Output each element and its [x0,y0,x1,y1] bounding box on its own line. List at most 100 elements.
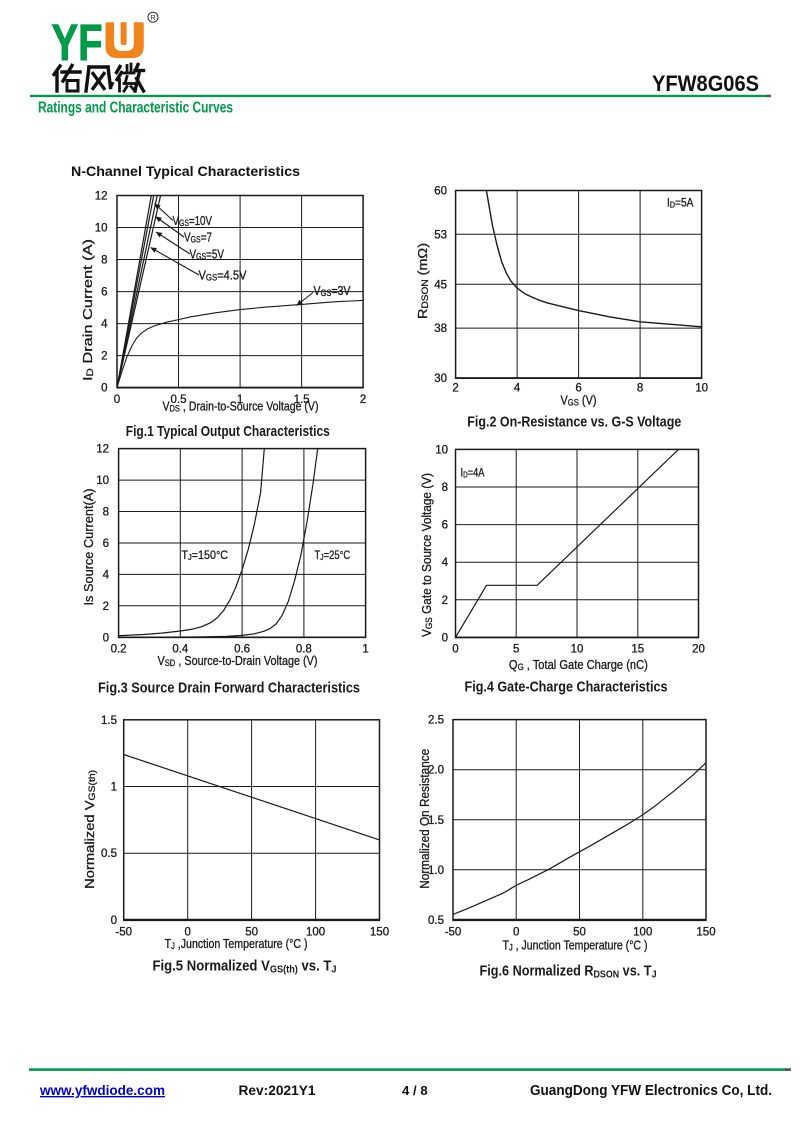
svg-text:150: 150 [370,927,389,939]
svg-text:4: 4 [103,569,110,581]
svg-text:15: 15 [631,644,644,656]
svg-text:TJ=25°C: TJ=25°C [315,548,351,562]
svg-text:YFW8G06S: YFW8G06S [652,71,759,96]
svg-text:45: 45 [434,279,447,291]
svg-text:2: 2 [101,351,107,363]
svg-text:0: 0 [111,915,117,927]
svg-text:8: 8 [103,507,109,519]
svg-text:1.5: 1.5 [428,815,444,827]
svg-text:0: 0 [452,644,458,656]
svg-text:1: 1 [237,394,243,406]
svg-text:2.5: 2.5 [428,715,444,727]
svg-text:0: 0 [103,632,109,644]
svg-text:VGS=3V: VGS=3V [314,284,352,298]
svg-text:10: 10 [695,383,708,395]
svg-text:2: 2 [452,383,458,395]
svg-text:VGS Gate to Source Voltage (V): VGS Gate to Source Voltage (V) [420,473,434,637]
svg-text:60: 60 [434,186,447,198]
svg-text:ID=5A: ID=5A [667,198,694,210]
svg-text:30: 30 [434,373,447,385]
svg-text:100: 100 [306,927,325,939]
svg-text:2: 2 [442,595,448,607]
svg-text:1.0: 1.0 [428,865,444,877]
svg-text:VGS=4.5V: VGS=4.5V [199,269,248,283]
svg-text:2.0: 2.0 [428,765,444,777]
svg-text:0.8: 0.8 [296,644,312,656]
svg-text:0: 0 [442,632,448,644]
svg-text:53: 53 [434,229,447,241]
svg-text:6: 6 [101,287,107,299]
svg-text:GuangDong YFW Electronics Co,: GuangDong YFW Electronics Co, Ltd. [530,1083,772,1099]
svg-text:0: 0 [114,394,120,406]
svg-text:TJ , Junction Temperature (°C: TJ , Junction Temperature (°C ) [503,939,648,953]
svg-text:Fig.3 Source Drain Forward Cha: Fig.3 Source Drain Forward Characteristi… [98,680,360,697]
svg-text:Fig.1 Typical Output Character: Fig.1 Typical Output Characteristics [126,423,330,440]
svg-text:4: 4 [514,383,521,395]
svg-text:10: 10 [571,644,584,656]
svg-text:0: 0 [513,927,519,939]
svg-text:Fig.5 Normalized VGS(th) vs. T: Fig.5 Normalized VGS(th) vs. TJ [153,958,337,976]
svg-text:TJ=150°C: TJ=150°C [182,548,229,562]
svg-text:Rev:2021Y1: Rev:2021Y1 [239,1083,316,1098]
svg-text:VGS=10V: VGS=10V [173,214,213,228]
svg-text:R: R [150,13,156,22]
svg-text:0: 0 [101,383,107,395]
svg-text:10: 10 [95,223,108,235]
svg-text:Fig.2 On-Resistance vs. G-S Vo: Fig.2 On-Resistance vs. G-S Voltage [467,414,681,431]
svg-text:12: 12 [96,444,109,456]
svg-text:Ratings and Characteristic Cur: Ratings and Characteristic Curves [38,100,233,117]
svg-text:Normalized On Resistance: Normalized On Resistance [418,749,432,889]
svg-text:1: 1 [362,644,368,656]
svg-text:VSD , Source-to-Drain Voltage: VSD , Source-to-Drain Voltage (V) [158,654,318,668]
svg-text:RDSON (mΩ): RDSON (mΩ) [416,243,430,319]
svg-text:4 / 8: 4 / 8 [402,1083,428,1098]
svg-text:50: 50 [245,927,258,939]
svg-text:2: 2 [360,394,366,406]
svg-text:150: 150 [696,927,715,939]
svg-text:www.yfwdiode.com: www.yfwdiode.com [39,1083,165,1098]
svg-text:8: 8 [101,255,107,267]
svg-text:ID Drain Current (A): ID Drain Current (A) [80,239,95,381]
svg-text:-50: -50 [115,927,132,939]
svg-text:4: 4 [442,557,449,569]
svg-text:6: 6 [103,538,109,550]
svg-text:VGS=7: VGS=7 [184,231,212,245]
svg-text:Fig.4 Gate-Charge Characterist: Fig.4 Gate-Charge Characteristics [465,679,668,696]
svg-text:QG , Total Gate Charge (nC): QG , Total Gate Charge (nC) [509,658,648,672]
svg-text:1: 1 [111,782,117,794]
svg-text:10: 10 [435,444,448,456]
svg-text:TJ ,Junction Temperature (°C ): TJ ,Junction Temperature (°C ) [165,937,308,951]
svg-text:8: 8 [442,482,448,494]
svg-text:0.4: 0.4 [172,644,189,656]
svg-text:0: 0 [184,927,190,939]
svg-text:20: 20 [692,644,705,656]
svg-text:5: 5 [513,644,519,656]
svg-text:4: 4 [101,319,108,331]
svg-text:0.2: 0.2 [111,644,127,656]
svg-text:1.5: 1.5 [101,715,117,727]
svg-text:YF: YF [52,14,103,71]
svg-text:0.5: 0.5 [428,915,444,927]
svg-text:6: 6 [442,520,448,532]
svg-text:VGS=5V: VGS=5V [190,248,225,262]
svg-text:0.5: 0.5 [171,394,187,406]
svg-text:Normalized VGS(th): Normalized VGS(th) [83,770,97,889]
svg-text:VGS (V): VGS (V) [561,394,597,408]
svg-text:-50: -50 [445,927,462,939]
svg-text:50: 50 [573,927,586,939]
svg-text:Fig.6 Normalized RDSON vs. TJ: Fig.6 Normalized RDSON vs. TJ [480,963,657,981]
svg-text:VDS , Drain-to-Source Voltage: VDS , Drain-to-Source Voltage (V) [163,400,319,414]
svg-text:38: 38 [434,323,447,335]
svg-text:N-Channel Typical Characterist: N-Channel Typical Characteristics [71,164,300,180]
svg-text:1.5: 1.5 [294,394,310,406]
svg-text:10: 10 [96,475,109,487]
svg-text:12: 12 [95,191,108,203]
svg-text:0.5: 0.5 [101,848,117,860]
svg-text:ID=4A: ID=4A [461,468,485,480]
svg-text:0.6: 0.6 [234,644,250,656]
svg-text:2: 2 [103,601,109,613]
svg-text:100: 100 [633,927,652,939]
svg-text:Is Source Current(A): Is Source Current(A) [82,489,96,606]
svg-text:8: 8 [637,383,643,395]
svg-text:6: 6 [575,383,581,395]
